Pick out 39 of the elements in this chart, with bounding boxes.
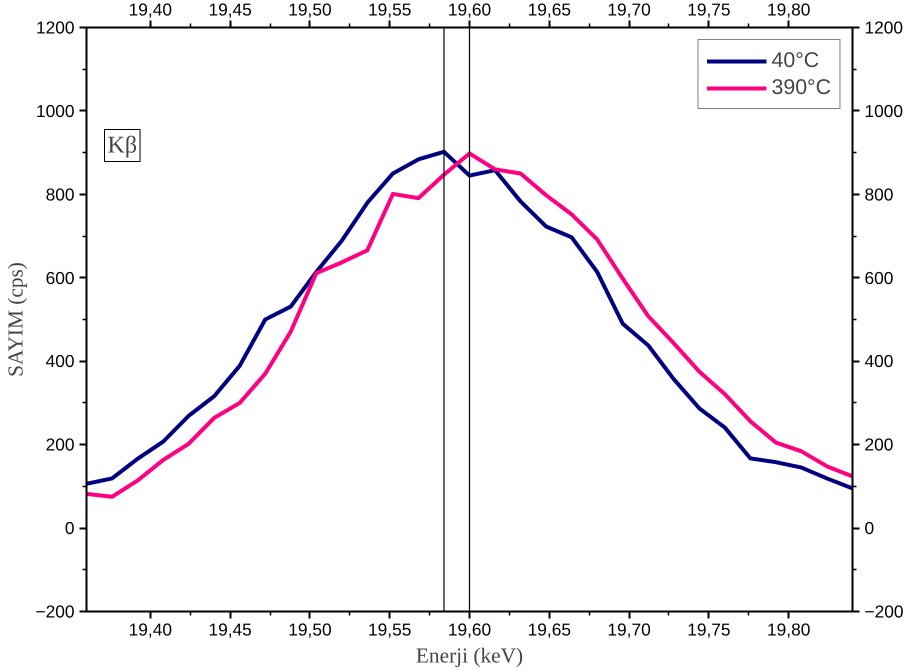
x-tick-label: 19,65 (528, 0, 571, 20)
x-tick-label: 19,55 (368, 0, 412, 20)
annotation: Kβ (108, 132, 138, 158)
legend-label: 40°C (771, 48, 820, 73)
y-tick-label: 400 (46, 351, 75, 372)
y2-tick-label: −200 (864, 602, 904, 622)
y-tick-label: 800 (46, 184, 75, 204)
y-tick-label: 1000 (36, 100, 75, 121)
y2-tick-label: 600 (864, 268, 894, 288)
y2-tick-label: 1000 (864, 100, 904, 121)
x-tick-label: 19,40 (128, 0, 172, 20)
y2-tick-label: 200 (864, 434, 894, 455)
y-tick-label: 600 (46, 268, 75, 288)
x2-tick-label: 19,75 (687, 620, 731, 640)
x-tick-label: 19,50 (288, 0, 332, 20)
y2-tick-label: 0 (864, 518, 874, 538)
y-tick-label: 1200 (36, 18, 75, 38)
x2-tick-label: 19,55 (368, 620, 412, 640)
x-tick-label: 19,45 (208, 0, 252, 20)
x2-tick-label: 19,80 (766, 620, 810, 640)
x-tick-label: 19,70 (607, 0, 651, 20)
x2-tick-label: 19,70 (607, 620, 651, 640)
x2-tick-label: 19,60 (448, 620, 492, 640)
x2-tick-label: 19,65 (528, 620, 571, 640)
x2-tick-label: 19,40 (128, 620, 172, 640)
x2-tick-label: 19,45 (208, 620, 252, 640)
y-axis-title: SAYIM (cps) (3, 262, 28, 377)
y2-tick-label: 1200 (864, 18, 904, 38)
y2-tick-label: 800 (864, 184, 894, 204)
y-tick-label: −200 (35, 602, 74, 622)
y-tick-label: 200 (46, 434, 75, 455)
x-tick-label: 19,60 (448, 0, 492, 20)
legend-label: 390°C (771, 75, 831, 100)
x-tick-label: 19,80 (766, 0, 810, 20)
x2-tick-label: 19,50 (288, 620, 332, 640)
y-tick-label: 0 (64, 518, 75, 538)
x-tick-label: 19,75 (687, 0, 731, 20)
y2-tick-label: 400 (864, 351, 894, 372)
x-axis-title: Enerji (keV) (416, 644, 524, 668)
